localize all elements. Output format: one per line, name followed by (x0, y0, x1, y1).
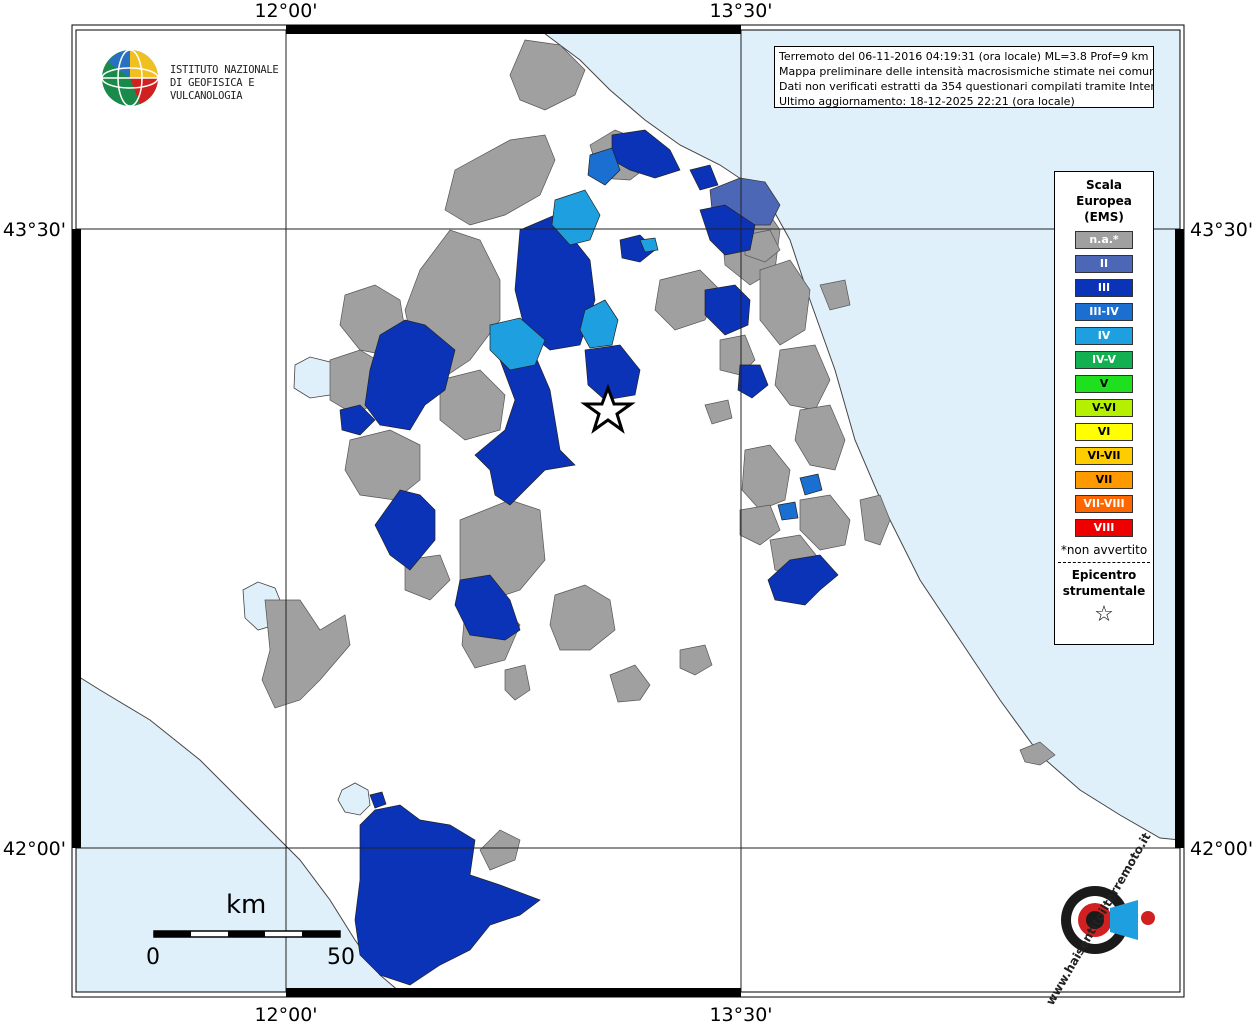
legend-item-vi-vii: VI-VII (1075, 447, 1133, 465)
scale-end: 50 (327, 945, 355, 970)
legend-item-n-a-: n.a.* (1075, 231, 1133, 249)
legend-epicenter-label: Epicentro strumentale (1062, 568, 1146, 598)
ingv-line1: ISTITUTO NAZIONALE (170, 64, 279, 76)
legend-title: Scala Europea (EMS) (1076, 178, 1132, 224)
legend-item-viii: VIII (1075, 519, 1133, 537)
star-icon: ☆ (1094, 602, 1114, 627)
scale-bar (153, 930, 341, 938)
scale-unit: km (226, 890, 267, 920)
legend-item-iv: IV (1075, 327, 1133, 345)
legend-item-v-vi: V-VI (1075, 399, 1133, 417)
legend-item-iii-iv: III-IV (1075, 303, 1133, 321)
legend-item-iii: III (1075, 279, 1133, 297)
graticule (76, 30, 1180, 992)
map-border-ticks (72, 25, 1184, 997)
ingv-line2: DI GEOFISICA E VULCANOLOGIA (170, 77, 255, 102)
lat-label-right-2: 42°00' (1190, 838, 1253, 860)
ingv-logo-text: ISTITUTO NAZIONALE DI GEOFISICA E VULCAN… (170, 64, 320, 103)
legend-separator (1058, 562, 1150, 563)
info-line-4: Ultimo aggiornamento: 18-12-2025 22:21 (… (779, 95, 1075, 108)
lat-label-left-1: 43°30' (3, 219, 66, 241)
lat-label-left-2: 42°00' (3, 838, 66, 860)
legend-note: *non avvertito (1060, 543, 1148, 557)
legend-item-vi: VI (1075, 423, 1133, 441)
lake-bracciano (337, 782, 371, 816)
ems-iv-municipalities (489, 189, 659, 371)
adriatic-sea (538, 29, 1181, 841)
legend-item-ii: II (1075, 255, 1133, 273)
legend-item-vii-viii: VII-VIII (1075, 495, 1133, 513)
lon-label-top-1: 12°00' (254, 0, 317, 22)
legend: Scala Europea (EMS) n.a.* II III III-IV IV IV… (1054, 171, 1154, 645)
lat-label-right-1: 43°30' (1190, 219, 1253, 241)
lon-label-top-2: 13°30' (709, 0, 772, 22)
legend-item-iv-v: IV-V (1075, 351, 1133, 369)
lon-label-bottom-2: 13°30' (709, 1004, 772, 1024)
info-line-1: Terremoto del 06-11-2016 04:19:31 (ora l… (779, 50, 1149, 63)
haisentito-emblem-icon (1061, 886, 1155, 954)
legend-item-v: V (1075, 375, 1133, 393)
epicenter-star (580, 383, 636, 434)
info-line-2: Mappa preliminare delle intensità macros… (779, 65, 1154, 78)
globe-icon (101, 49, 159, 107)
haisentito-logo: www.haisentitoilterremoto.it (1030, 830, 1170, 1008)
event-info-box: Terremoto del 06-11-2016 04:19:31 (ora l… (774, 46, 1154, 108)
legend-item-vii: VII (1075, 471, 1133, 489)
scale-start: 0 (146, 945, 160, 970)
ems-iii-iv-municipalities (587, 147, 823, 521)
legend-items: n.a.* II III III-IV IV IV-V V V-VI VI VI-VII VII VI… (1055, 231, 1153, 537)
info-line-3: Dati non verificati estratti da 354 ques… (779, 80, 1154, 93)
lon-label-bottom-1: 12°00' (254, 1004, 317, 1024)
ingv-logo: ISTITUTO NAZIONALE DI GEOFISICA E VULCAN… (100, 48, 320, 110)
